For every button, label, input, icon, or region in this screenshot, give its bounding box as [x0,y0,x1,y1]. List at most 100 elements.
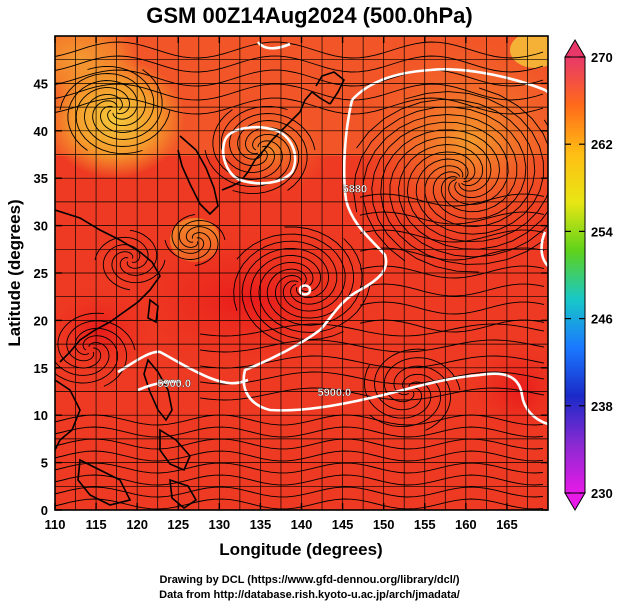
colorbar-tick-label: 238 [591,399,613,414]
streamline [171,214,205,254]
streamline [55,426,544,438]
streamline [266,238,363,326]
x-tick-label: 130 [208,517,230,532]
coastline-borneo [77,458,132,506]
y-axis-title: Latitude (degrees) [5,199,24,346]
streamline [102,244,141,291]
x-tick-label: 125 [167,517,189,532]
streamline [359,301,545,315]
axis-ticks: 110 115 120 125 130 135 140 145 150 155 160 165 0 5 10… [34,36,548,532]
x-tick-label: 155 [414,517,436,532]
streamline [185,226,219,266]
contour-label: 5900.0 [318,387,352,399]
streamline [92,69,163,140]
cool-region-east [460,330,548,450]
streamline [111,251,166,284]
contour-label: 5900.0 [157,378,191,390]
warm-region-east [350,36,548,250]
y-tick-label: 5 [41,456,48,471]
streamline [406,87,548,243]
streamline [55,97,544,115]
graticule [55,36,548,510]
coastline-luzon [143,358,173,422]
coastline-philippines-south [159,428,191,472]
y-tick-label: 15 [34,361,48,376]
coastline-hokkaido [315,71,346,105]
y-tick-label: 35 [34,171,48,186]
contour-5880-subtropical [242,99,548,426]
streamline [356,98,536,228]
colorbar-tick-label: 270 [591,50,613,65]
streamline [55,474,544,486]
contour-small-circle [298,284,312,296]
streamline [55,498,544,510]
colorbar-bottom-arrow [564,492,586,511]
streamline [232,127,300,195]
streamline [55,335,119,384]
streamline [55,450,544,462]
colorbar-ticks: 270 262 254 246 238 230 [565,50,613,501]
streamline [359,283,545,297]
y-tick-label: 10 [34,408,48,423]
y-tick-label: 40 [34,124,48,139]
streamline [178,220,226,248]
colorbar-top-arrow [564,39,586,58]
streamline [212,109,283,180]
streamline [363,364,432,419]
streamline [362,114,518,262]
streamline [55,462,544,474]
streamline [373,348,426,411]
x-tick-label: 140 [291,517,313,532]
streamline [164,232,212,260]
streamline [94,236,149,269]
contour-5900-west [117,350,249,385]
x-tick-label: 165 [496,517,518,532]
streamline [371,121,509,273]
x-axis-title: Longitude (degrees) [219,540,382,559]
y-tick-label: 0 [41,503,48,518]
x-tick-label: 135 [250,517,272,532]
coastline-mainland-south [55,379,81,451]
x-tick-label: 145 [332,517,354,532]
streamline [353,106,527,220]
y-tick-label: 30 [34,219,48,234]
streamline [66,320,136,362]
streamline [55,83,544,101]
streamline [359,193,545,207]
x-tick-label: 160 [455,517,477,532]
contour-northwest-edge [256,41,291,50]
streamline [258,261,371,333]
streamline [75,87,143,155]
streamline [74,327,127,387]
streamline [220,105,288,173]
colorbar-tick-label: 230 [591,486,613,501]
coastline-taiwan [147,298,159,324]
streamline [233,240,338,311]
streamline [55,486,544,498]
figure-title: GSM 00Z14Aug2024 (500.0hPa) [146,3,473,28]
streamline [359,265,545,279]
colorbar-tick-label: 262 [591,137,613,152]
streamline [241,247,330,344]
streamline [404,91,544,235]
streamline [84,93,171,147]
contour-east-edge [540,231,548,267]
x-tick-label: 120 [126,517,148,532]
streamline [55,41,544,59]
streamline [359,229,545,243]
y-tick-label: 25 [34,266,48,281]
streamline [55,438,544,450]
cool-region-center [100,220,400,380]
streamline [59,73,146,127]
footer-credit: Drawing by DCL (https://www.gfd-dennou.o… [159,574,460,586]
y-tick-label: 45 [34,76,48,91]
contour-label: 5880 [343,183,367,195]
coastline-mindanao [169,478,198,509]
streamline [359,211,545,225]
streamline [359,247,545,261]
streamline [229,113,316,167]
streamline [119,229,158,276]
streamline [67,80,138,151]
y-tick-label: 20 [34,313,48,328]
